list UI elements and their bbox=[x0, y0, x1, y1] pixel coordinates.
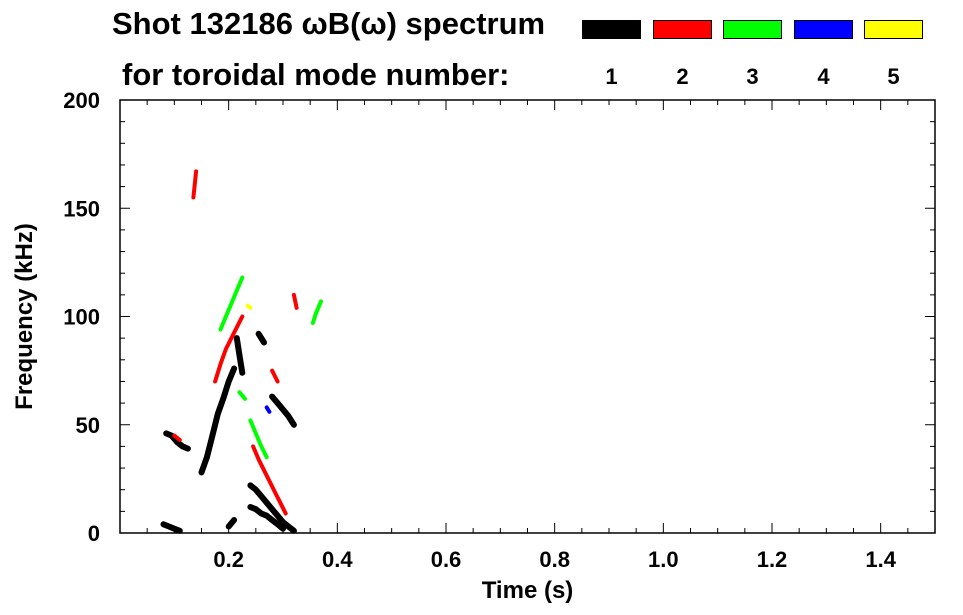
x-tick-label: 0.4 bbox=[322, 547, 353, 572]
legend-label-mode-1: 1 bbox=[605, 64, 618, 89]
y-axis-label: Frequency (kHz) bbox=[11, 223, 38, 410]
tick-labels: 0.2 0.4 0.6 0.8 1.0 1.2 1.4 0 50 100 150 200 bbox=[63, 88, 896, 572]
legend-swatch-mode-5 bbox=[864, 20, 923, 39]
mode-1-trace bbox=[198, 365, 238, 476]
legend-caption: for toroidal mode number: bbox=[122, 57, 510, 92]
mode-2-trace bbox=[251, 444, 288, 516]
legend-swatch-mode-2 bbox=[653, 20, 712, 39]
x-tick-label: 0.6 bbox=[431, 547, 462, 572]
x-tick-label: 0.2 bbox=[213, 547, 244, 572]
data-marks bbox=[160, 169, 323, 534]
mode-2-trace bbox=[213, 314, 245, 384]
mode-3-trace bbox=[237, 390, 247, 401]
mode-5-trace bbox=[245, 303, 253, 310]
x-tick-label: 1.2 bbox=[757, 547, 788, 572]
legend-swatch-mode-1 bbox=[582, 20, 641, 39]
mode-3-trace bbox=[248, 418, 269, 460]
y-tick-label: 200 bbox=[63, 88, 100, 113]
mode-2-trace bbox=[191, 169, 199, 200]
mode-2-trace bbox=[270, 368, 280, 384]
legend-label-mode-3: 3 bbox=[746, 64, 759, 89]
y-tick-label: 50 bbox=[76, 413, 100, 438]
x-axis-label: Time (s) bbox=[482, 577, 574, 604]
x-tick-label: 0.8 bbox=[539, 547, 570, 572]
mode-2-trace bbox=[172, 433, 182, 442]
legend-label-mode-2: 2 bbox=[676, 64, 689, 89]
mode-3-trace bbox=[218, 275, 245, 332]
mode-1-trace bbox=[233, 335, 246, 376]
x-tick-label: 1.4 bbox=[865, 547, 896, 572]
mode-1-trace bbox=[163, 430, 191, 452]
x-tick-label: 1.0 bbox=[648, 547, 679, 572]
mode-1-trace bbox=[255, 330, 267, 346]
axis-ticks bbox=[119, 99, 936, 534]
y-tick-label: 150 bbox=[63, 196, 100, 221]
legend-label-mode-4: 4 bbox=[817, 64, 830, 89]
legend-swatch-mode-4 bbox=[794, 20, 853, 39]
mode-1-trace bbox=[269, 393, 297, 428]
y-tick-label: 100 bbox=[63, 305, 100, 330]
legend-swatch-mode-3 bbox=[723, 20, 782, 39]
mode-1-trace bbox=[160, 521, 183, 534]
mode-2-trace bbox=[291, 292, 299, 310]
legend-label-mode-5: 5 bbox=[887, 64, 900, 89]
mode-1-trace bbox=[247, 482, 297, 534]
mode-3-trace bbox=[310, 299, 323, 325]
mode-4-trace bbox=[264, 405, 272, 414]
mode-1-trace bbox=[225, 517, 238, 530]
chart-title: Shot 132186 ωB(ω) spectrum bbox=[112, 6, 546, 41]
mode-1-trace bbox=[247, 504, 286, 532]
y-tick-label: 0 bbox=[88, 521, 100, 546]
